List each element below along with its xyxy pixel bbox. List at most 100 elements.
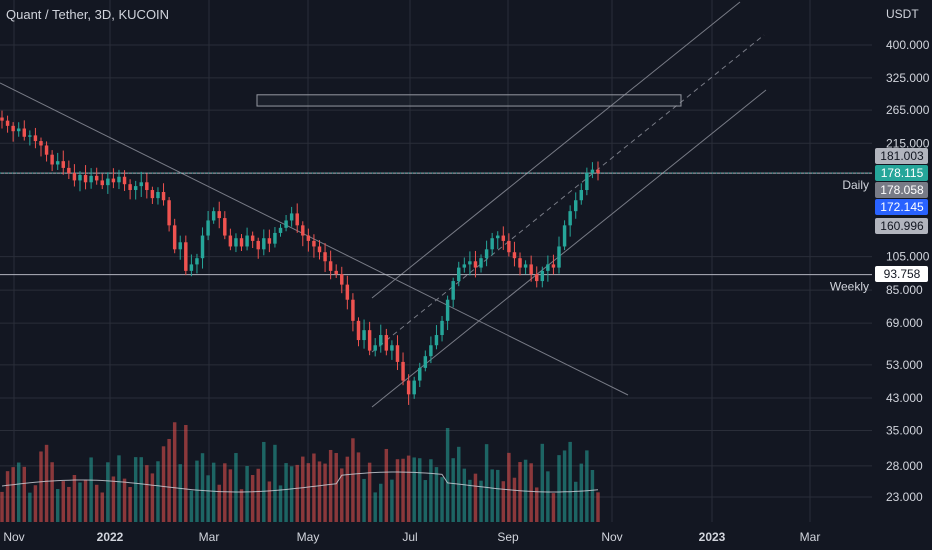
candle-body [284,220,288,228]
price-tag-label: 172.145 [880,200,924,214]
candle-body [22,128,27,137]
candle-body [457,267,461,282]
candle-body [529,264,533,275]
candle-body [250,235,255,241]
volume-bar [22,466,27,522]
candle-body [406,380,411,395]
x-tick-label: Mar [199,530,220,544]
candle-body [206,220,210,236]
candle-body [356,320,361,341]
candle-body [373,345,377,351]
trend-drawings: Daily Weekly [0,1,872,408]
candle-body [451,281,455,300]
time-axis[interactable]: Nov 2022 Mar May Jul Sep Nov 2023 Mar [3,530,820,544]
x-tick-label: May [297,530,320,544]
candle-body [306,235,311,241]
y-tick-label: 265.000 [886,103,930,117]
candle-body [379,335,383,346]
volume-bar [340,468,344,522]
candle-body [239,238,244,247]
volume-bar [295,464,299,522]
resistance-zone [256,94,682,107]
candle-body [234,238,238,247]
volume-bar [117,455,121,522]
candle-body [551,264,556,268]
volume-bar [306,463,311,522]
candle-body [223,218,227,236]
candle-body [150,190,155,199]
candle-body [189,264,194,271]
volume-bar [234,453,238,522]
price-tag-bg [875,182,928,198]
price-tag-label: 160.996 [880,219,924,233]
candle-body [328,261,333,271]
candle-body [540,270,545,282]
volume-bar [546,471,550,522]
x-tick-label: Sep [497,530,519,544]
volume-bar [429,459,433,522]
channel-upper-line [371,1,741,299]
x-tick-label: Nov [601,530,622,544]
volume-bar [122,478,127,522]
volume-bar [33,485,38,522]
y-tick-label: 53.000 [886,358,923,372]
candle-body [67,167,71,174]
volume-bar [317,461,322,522]
y-tick-label: 43.000 [886,391,923,405]
level-label: Daily [842,178,869,192]
volume-bar [172,422,177,522]
candle-body [89,175,93,183]
volume-bar [362,478,366,522]
candle-body [83,174,88,183]
volume-bar [273,444,277,522]
volume-bar [278,485,283,522]
candle-body [111,178,116,183]
volume-bar [334,453,338,522]
volume-bar [395,459,400,522]
price-axis[interactable]: USDT 400.000 325.000 265.000 215.000 105.000 8… [886,7,930,504]
volume-bar [312,453,316,522]
volume-bar [5,471,10,522]
candle-body [33,135,38,142]
channel-mid-line [371,34,765,353]
candle-body [273,232,277,244]
volume-bars [0,422,600,522]
volume-bar [55,489,60,522]
candle-body [512,252,517,259]
candle-body [535,274,539,282]
volume-bar [585,450,589,522]
candle-body [289,213,294,221]
candle-body [557,246,561,268]
candle-body [100,180,104,186]
volume-bar [189,490,194,522]
volume-bar [468,479,472,522]
y-tick-label: 69.000 [886,316,923,330]
candle-body [484,249,489,259]
volume-bar [434,467,439,522]
candle-body [295,213,299,226]
grid [0,0,872,522]
volume-bar [496,469,500,522]
price-tag-bg [875,148,928,164]
volume-bar [239,489,244,522]
candle-body [490,238,494,250]
volume-bar [328,449,333,522]
volume-bar [250,475,255,522]
price-tag-bg [875,199,928,215]
candle-body [278,227,283,233]
candle-body [245,235,249,247]
volume-bar [200,453,205,522]
volume-bar [423,480,428,522]
volume-bar [557,455,561,522]
price-tag-label: 93.758 [884,267,921,281]
volume-bar [128,487,132,522]
candle-body [384,335,389,351]
volume-bar [323,463,327,522]
candle-body [78,174,82,181]
volume-bar [367,462,372,522]
candle-body [267,238,272,244]
volume-bar [356,452,361,522]
volume-bar [211,462,216,522]
volume-bar [551,493,556,522]
